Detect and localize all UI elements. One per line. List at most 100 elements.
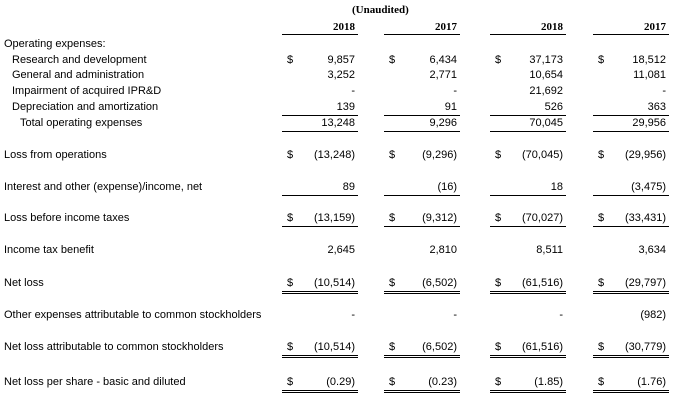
currency-symbol: $	[495, 277, 502, 289]
value-cell: -	[453, 309, 457, 321]
double-underline	[384, 390, 460, 393]
row-label: Research and development	[12, 54, 147, 66]
year-header: 2018	[333, 21, 355, 33]
value-cell: (3,475)	[631, 181, 666, 193]
value-cell: 18	[550, 181, 563, 193]
value-cell: 2,645	[327, 244, 355, 256]
currency-symbol: $	[598, 376, 605, 388]
currency-symbol: $	[495, 149, 502, 161]
row-label: Net loss per share - basic and diluted	[4, 376, 186, 388]
value-cell: -	[559, 309, 563, 321]
value-cell: -	[453, 85, 457, 97]
row-label: Net loss attributable to common stockhol…	[4, 341, 224, 353]
currency-symbol: $	[495, 376, 502, 388]
value-cell: 13,248	[321, 117, 355, 129]
row-label: Income tax benefit	[4, 244, 94, 256]
row-label: Loss before income taxes	[4, 212, 130, 224]
single-underline	[282, 195, 358, 196]
value-cell: 9,857	[327, 54, 355, 66]
value-cell: (9,312)	[422, 212, 457, 224]
value-cell: (70,045)	[522, 149, 563, 161]
single-underline	[384, 115, 460, 116]
row-label: Interest and other (expense)/income, net	[4, 181, 203, 193]
value-cell: 3,634	[638, 244, 666, 256]
single-underline	[384, 34, 460, 35]
single-underline	[384, 195, 460, 196]
value-cell: 70,045	[529, 117, 563, 129]
currency-symbol: $	[495, 212, 502, 224]
single-underline	[593, 195, 669, 196]
double-underline	[593, 390, 669, 393]
value-cell: 18,512	[632, 54, 666, 66]
value-cell: (1.76)	[637, 376, 666, 388]
value-cell: 6,434	[429, 54, 457, 66]
row-label: Impairment of acquired IPR&D	[12, 85, 162, 97]
single-underline	[490, 115, 566, 116]
double-underline	[282, 291, 358, 294]
single-underline	[282, 34, 358, 35]
value-cell: (1.85)	[534, 376, 563, 388]
single-underline	[282, 131, 358, 132]
currency-symbol: $	[287, 341, 294, 353]
value-cell: 526	[544, 101, 563, 113]
value-cell: 89	[342, 181, 355, 193]
value-cell: 9,296	[429, 117, 457, 129]
value-cell: 139	[336, 101, 355, 113]
row-label: Total operating expenses	[20, 117, 143, 129]
double-underline	[282, 355, 358, 358]
row-label: General and administration	[12, 69, 145, 81]
value-cell: (33,431)	[625, 212, 666, 224]
single-underline	[384, 131, 460, 132]
single-underline	[384, 226, 460, 227]
single-underline	[593, 131, 669, 132]
year-header: 2017	[644, 21, 666, 33]
currency-symbol: $	[389, 212, 396, 224]
double-underline	[593, 355, 669, 358]
row-label: Operating expenses:	[4, 38, 106, 50]
row-label: Net loss	[4, 277, 44, 289]
currency-symbol: $	[598, 277, 605, 289]
currency-symbol: $	[287, 149, 294, 161]
single-underline	[282, 226, 358, 227]
single-underline	[593, 115, 669, 116]
currency-symbol: $	[389, 277, 396, 289]
value-cell: (29,797)	[625, 277, 666, 289]
value-cell: (982)	[640, 309, 666, 321]
currency-symbol: $	[287, 54, 294, 66]
currency-symbol: $	[287, 376, 294, 388]
single-underline	[490, 226, 566, 227]
value-cell: 10,654	[529, 69, 563, 81]
currency-symbol: $	[389, 341, 396, 353]
year-header: 2018	[541, 21, 563, 33]
value-cell: 91	[444, 101, 457, 113]
currency-symbol: $	[598, 212, 605, 224]
value-cell: (0.29)	[326, 376, 355, 388]
value-cell: 37,173	[529, 54, 563, 66]
value-cell: 8,511	[536, 244, 563, 256]
double-underline	[384, 355, 460, 358]
year-header: 2017	[435, 21, 457, 33]
double-underline	[282, 390, 358, 393]
double-underline	[384, 291, 460, 294]
double-underline	[490, 355, 566, 358]
row-label: Loss from operations	[4, 149, 107, 161]
value-cell: 2,810	[429, 244, 457, 256]
value-cell: (13,159)	[314, 212, 355, 224]
value-cell: 29,956	[632, 117, 666, 129]
value-cell: (70,027)	[522, 212, 563, 224]
double-underline	[490, 291, 566, 294]
value-cell: -	[351, 85, 355, 97]
currency-symbol: $	[598, 54, 605, 66]
currency-symbol: $	[495, 54, 502, 66]
currency-symbol: $	[495, 341, 502, 353]
value-cell: (0.23)	[428, 376, 457, 388]
value-cell: (9,296)	[422, 149, 457, 161]
value-cell: -	[662, 85, 666, 97]
value-cell: (13,248)	[314, 149, 355, 161]
value-cell: (29,956)	[625, 149, 666, 161]
currency-symbol: $	[598, 341, 605, 353]
currency-symbol: $	[287, 212, 294, 224]
single-underline	[490, 195, 566, 196]
single-underline	[282, 115, 358, 116]
